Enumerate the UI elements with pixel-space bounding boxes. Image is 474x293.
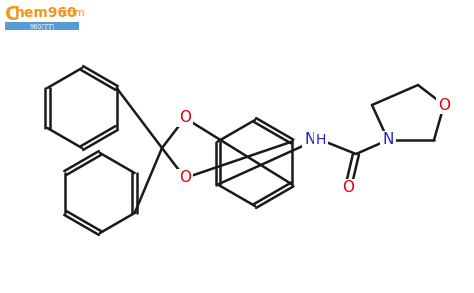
Text: O: O [438, 98, 450, 113]
Text: C: C [5, 5, 19, 24]
Text: hem960: hem960 [15, 6, 78, 20]
Text: O: O [179, 110, 191, 125]
Text: 960化工网: 960化工网 [30, 23, 55, 30]
Text: O: O [342, 180, 354, 195]
Bar [5, 22, 79, 30]
Text: H: H [316, 133, 326, 147]
Text: N: N [383, 132, 394, 147]
Text: O: O [179, 171, 191, 185]
Text: .com: .com [60, 8, 86, 18]
Text: N: N [304, 132, 316, 147]
